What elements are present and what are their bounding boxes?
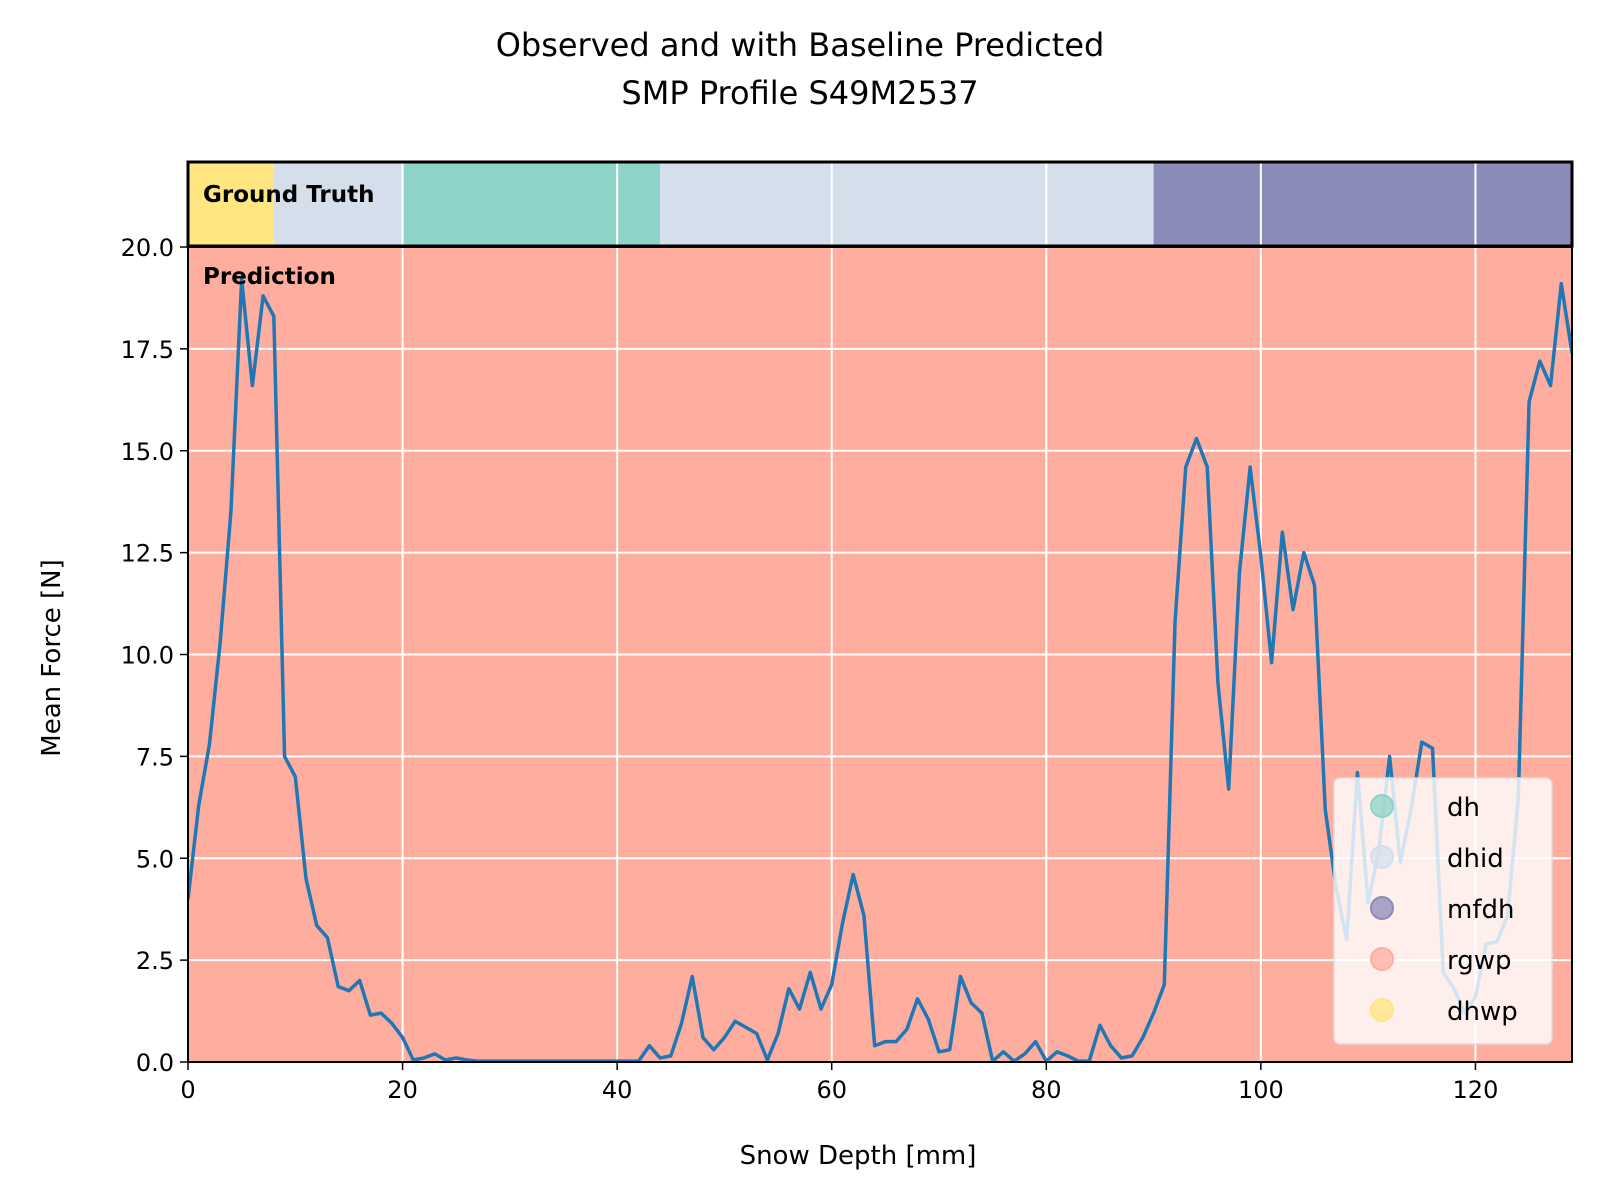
x-tick-label: 60 (816, 1076, 847, 1104)
legend-marker-dhid (1370, 845, 1394, 869)
ground-truth-segment-dhid (273, 162, 403, 246)
x-tick-label: 120 (1453, 1076, 1499, 1104)
legend-box (1333, 777, 1553, 1045)
y-axis-ticks: 0.0 2.5 5.0 7.5 10.0 12.5 15.0 17.5 20.0 (121, 234, 188, 1077)
y-tick-label: 2.5 (136, 947, 174, 975)
legend-label-mfdh: mfdh (1447, 895, 1514, 925)
legend: dh dhid mfdh rgwp dhwp (1333, 777, 1553, 1045)
prediction-label: Prediction (203, 264, 336, 290)
y-tick-label: 17.5 (121, 336, 174, 364)
legend-label-dhid: dhid (1447, 844, 1504, 874)
x-axis-label: Snow Depth [mm] (740, 1141, 977, 1171)
y-tick-label: 12.5 (121, 540, 174, 568)
y-tick-label: 0.0 (136, 1049, 174, 1077)
y-tick-label: 10.0 (121, 642, 174, 670)
legend-marker-mfdh (1370, 896, 1394, 920)
legend-marker-dhwp (1370, 998, 1394, 1022)
legend-label-dhwp: dhwp (1447, 997, 1518, 1027)
ground-truth-segment-dhid (660, 162, 1154, 246)
x-tick-label: 100 (1238, 1076, 1284, 1104)
y-axis-label: Mean Force [N] (37, 559, 67, 756)
chart-title-line1: Observed and with Baseline Predicted (496, 26, 1105, 64)
x-tick-label: 0 (180, 1076, 195, 1104)
legend-label-dh: dh (1447, 793, 1480, 823)
y-tick-label: 7.5 (136, 743, 174, 771)
ground-truth-label: Ground Truth (203, 182, 375, 208)
ground-truth-segment-dhwp (188, 162, 274, 246)
y-tick-label: 5.0 (136, 845, 174, 873)
ground-truth-segment-mfdh (1153, 162, 1572, 246)
legend-marker-rgwp (1370, 947, 1394, 971)
chart-title-line2: SMP Profile S49M2537 (621, 74, 978, 112)
x-axis-ticks: 0 20 40 60 80 100 120 (180, 1062, 1498, 1104)
ground-truth-segment-dh (402, 162, 661, 246)
legend-marker-dh (1370, 794, 1394, 818)
y-tick-label: 20.0 (121, 234, 174, 262)
x-tick-label: 40 (602, 1076, 633, 1104)
y-tick-label: 15.0 (121, 438, 174, 466)
x-tick-label: 20 (387, 1076, 418, 1104)
ground-truth-panel (188, 162, 1572, 246)
legend-label-rgwp: rgwp (1447, 946, 1512, 976)
x-tick-label: 80 (1031, 1076, 1062, 1104)
